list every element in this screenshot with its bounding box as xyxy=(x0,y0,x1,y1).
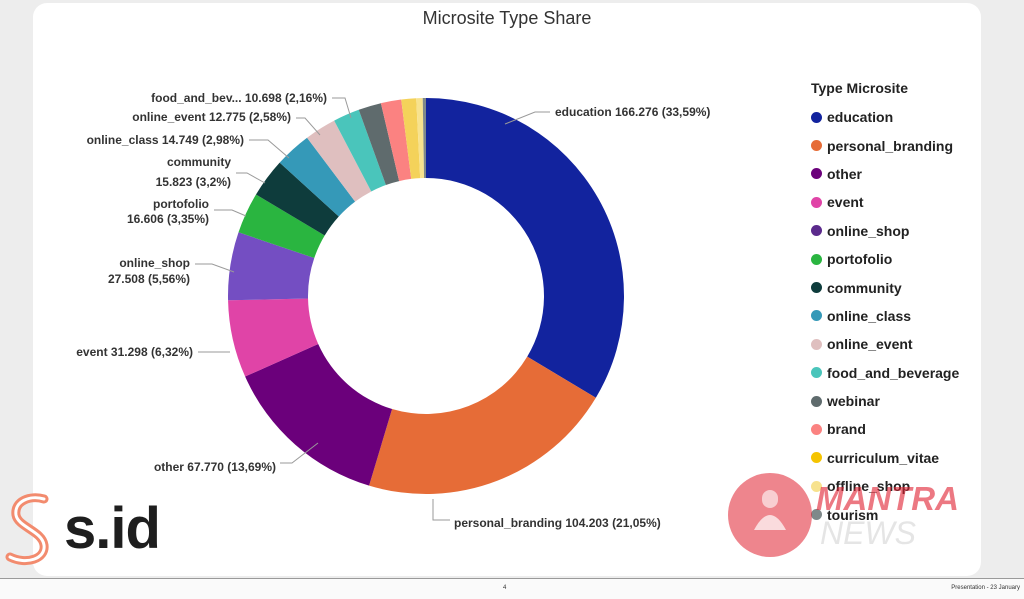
slide-footer: 4 Presentation - 23 January xyxy=(0,579,1024,599)
legend-item-other[interactable]: other xyxy=(811,160,959,188)
slice-community[interactable] xyxy=(255,162,339,236)
chart-card xyxy=(33,3,981,576)
data-label-other: other 67.770 (13,69%) xyxy=(154,460,276,474)
legend-label: brand xyxy=(827,421,866,438)
legend-swatch-icon xyxy=(811,423,822,435)
legend-label: other xyxy=(827,165,862,182)
legend-label: portofolio xyxy=(827,251,893,268)
label-leaders xyxy=(195,97,550,521)
legend-swatch-icon xyxy=(811,225,822,237)
legend-item-food_and_beverage[interactable]: food_and_beverage xyxy=(811,359,959,387)
legend-label: offline_shop xyxy=(827,478,911,495)
legend-swatch-icon xyxy=(811,395,822,407)
legend-label: education xyxy=(827,109,894,126)
data-labels: education 166.276 (33,59%) personal_brand… xyxy=(76,91,710,530)
slice-curriculum_vitae[interactable] xyxy=(401,98,421,179)
legend-swatch-icon xyxy=(811,509,822,521)
data-label-community-0: community xyxy=(167,155,231,169)
page-number: 4 xyxy=(503,585,507,591)
legend-item-curriculum_vitae[interactable]: curriculum_vitae xyxy=(811,444,959,472)
leader-online_class xyxy=(249,139,290,159)
slice-education[interactable] xyxy=(426,98,624,398)
data-label-online_class: online_class 14.749 (2,98%) xyxy=(87,133,244,147)
legend-label: event xyxy=(827,194,864,211)
legend-item-online_class[interactable]: online_class xyxy=(811,302,959,330)
data-label-food_and_beverage: food_and_bev... 10.698 (2,16%) xyxy=(151,91,327,105)
sid-logo-icon xyxy=(5,493,49,565)
slice-brand[interactable] xyxy=(380,99,412,182)
data-label-event: event 31.298 (6,32%) xyxy=(76,345,193,359)
legend-label: curriculum_vitae xyxy=(827,449,940,466)
leader-food_and_beverage xyxy=(332,97,352,119)
slice-personal_branding[interactable] xyxy=(369,356,596,495)
data-label-online_event: online_event 12.775 (2,58%) xyxy=(132,110,291,124)
legend-swatch-icon xyxy=(811,452,822,464)
presentation-label: Presentation - 23 January xyxy=(951,585,1020,591)
legend-label: community xyxy=(827,279,902,296)
legend-item-online_event[interactable]: online_event xyxy=(811,330,959,358)
legend-item-tourism[interactable]: tourism xyxy=(811,500,959,528)
legend-swatch-icon xyxy=(811,253,822,265)
leader-other xyxy=(280,442,319,464)
legend-swatch-icon xyxy=(811,282,822,294)
mantra-news-watermark: MANTRA NEWS xyxy=(728,473,959,557)
legend-label: tourism xyxy=(827,506,879,523)
legend-swatch-icon xyxy=(811,310,822,322)
data-label-personal_branding: personal_branding 104.203 (21,05%) xyxy=(454,516,661,530)
chart-title: Microsite Type Share xyxy=(422,8,592,28)
legend-label: webinar xyxy=(827,393,880,410)
donut-slices xyxy=(228,98,624,495)
data-label-online_shop-1: 27.508 (5,56%) xyxy=(108,272,190,286)
data-label-online_shop-0: online_shop xyxy=(119,256,190,270)
leader-portofolio xyxy=(214,209,247,217)
legend-swatch-icon xyxy=(811,111,822,123)
legend-swatch-icon xyxy=(811,338,822,350)
slice-online_shop[interactable] xyxy=(228,232,315,301)
slice-other[interactable] xyxy=(245,344,393,486)
slice-offline_shop[interactable] xyxy=(416,98,425,179)
legend-item-education[interactable]: education xyxy=(811,103,959,131)
slice-webinar[interactable] xyxy=(358,103,400,186)
legend-swatch-icon xyxy=(811,140,822,152)
legend-item-offline_shop[interactable]: offline_shop xyxy=(811,472,959,500)
legend-swatch-icon xyxy=(811,480,822,492)
leader-personal_branding xyxy=(432,499,450,521)
slice-online_class[interactable] xyxy=(279,137,356,217)
legend-label: personal_branding xyxy=(827,137,954,154)
news-watermark-text: NEWS xyxy=(820,515,916,551)
legend-label: online_event xyxy=(827,336,913,353)
legend-item-personal_branding[interactable]: personal_branding xyxy=(811,131,959,159)
leader-online_event xyxy=(296,117,321,136)
legend-swatch-icon xyxy=(811,168,822,180)
slice-event[interactable] xyxy=(228,298,319,377)
leader-education xyxy=(504,111,550,125)
legend-swatch-icon xyxy=(811,196,822,208)
legend-label: online_shop xyxy=(827,222,910,239)
legend-swatch-icon xyxy=(811,367,822,379)
slice-portofolio[interactable] xyxy=(238,194,325,259)
sid-watermark-text: s.id xyxy=(64,496,161,561)
leader-community xyxy=(236,172,266,184)
legend-item-brand[interactable]: brand xyxy=(811,415,959,443)
legend-item-webinar[interactable]: webinar xyxy=(811,387,959,415)
leader-online_shop xyxy=(195,263,235,273)
slice-online_event[interactable] xyxy=(307,120,372,202)
legend-label: online_class xyxy=(827,307,912,324)
data-label-portofolio-1: 16.606 (3,35%) xyxy=(127,212,209,226)
legend-item-event[interactable]: event xyxy=(811,188,959,216)
slice-tourism[interactable] xyxy=(422,98,426,179)
footer-divider xyxy=(0,578,1024,579)
data-label-education: education 166.276 (33,59%) xyxy=(555,105,710,119)
legend-item-portofolio[interactable]: portofolio xyxy=(811,245,959,273)
mantra-watermark-text: MANTRA xyxy=(816,480,959,517)
slice-food_and_beverage[interactable] xyxy=(334,109,386,192)
data-label-community-1: 15.823 (3,2%) xyxy=(156,175,231,189)
legend-title: Type Microsite xyxy=(811,80,908,96)
legend-label: food_and_beverage xyxy=(827,364,960,381)
legend-item-online_shop[interactable]: online_shop xyxy=(811,217,959,245)
legend-item-community[interactable]: community xyxy=(811,273,959,301)
data-label-portofolio-0: portofolio xyxy=(153,197,209,211)
